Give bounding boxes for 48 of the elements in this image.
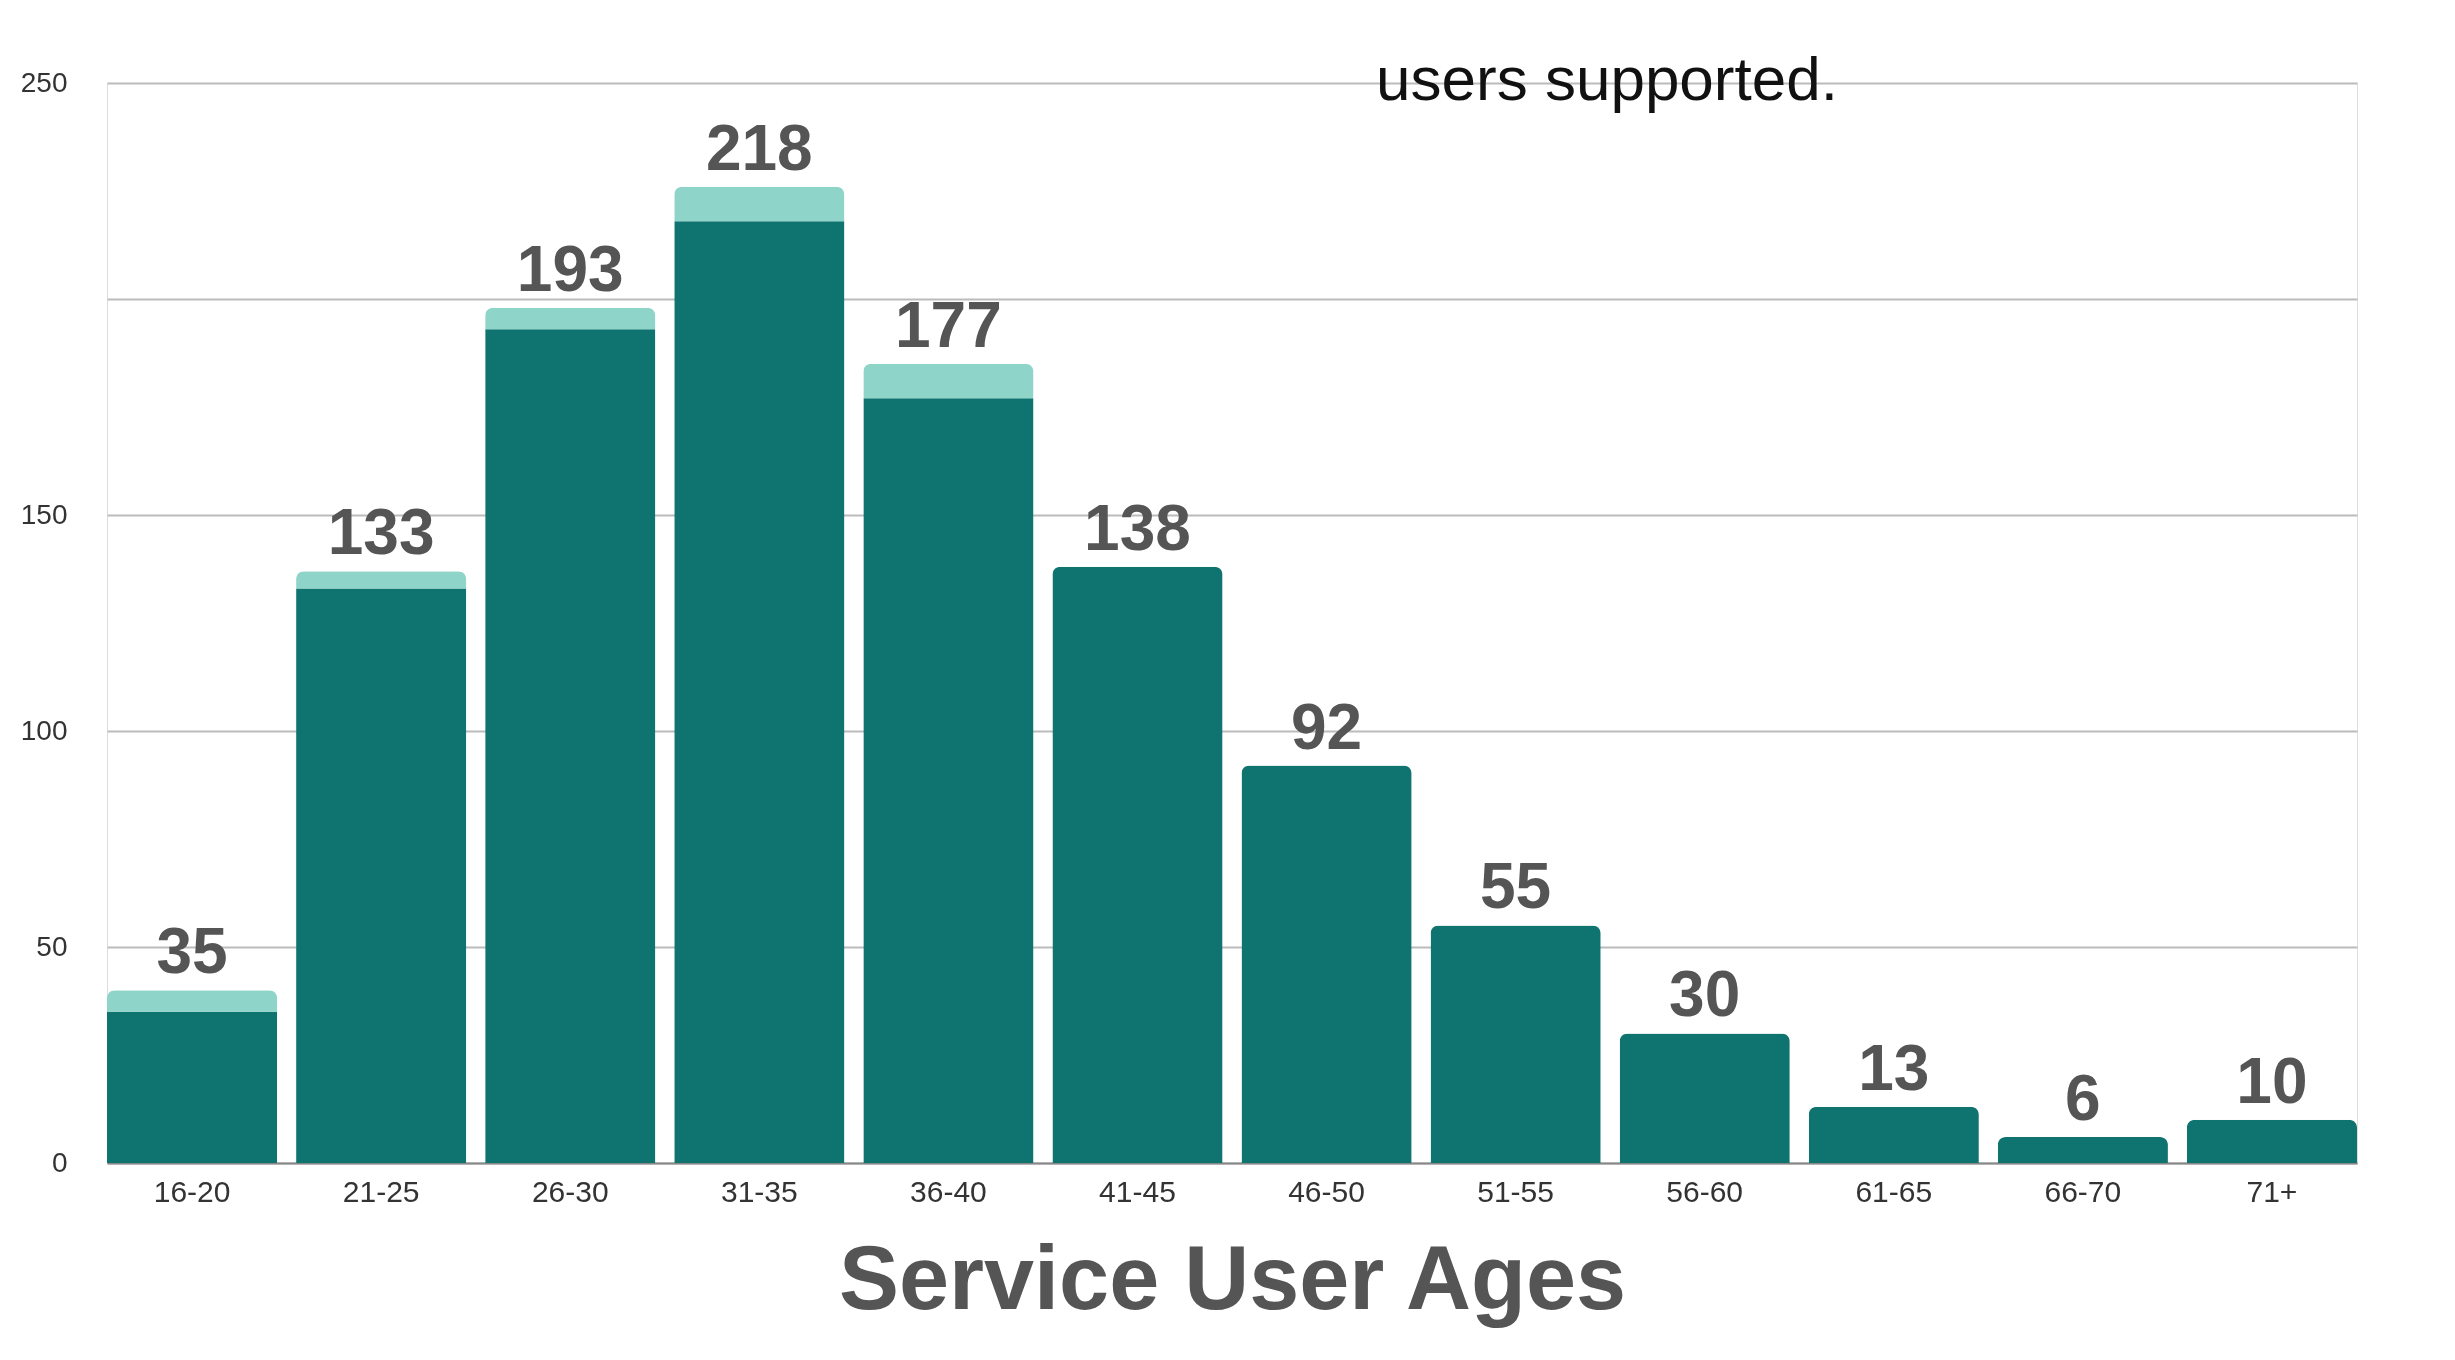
x-tick-label: 46-50: [1288, 1174, 1365, 1208]
data-label: 92: [1290, 690, 1363, 763]
bar: [107, 990, 278, 1012]
data-label: 35: [156, 915, 228, 988]
y-tick-label: 50: [36, 930, 68, 962]
x-tick-label: 66-70: [2044, 1174, 2122, 1208]
data-label: 6: [2065, 1062, 2101, 1135]
data-label: 133: [327, 496, 435, 569]
bar: [1430, 925, 1601, 1163]
bar: [674, 221, 845, 1163]
y-tick-label: 250: [20, 66, 68, 98]
bar: [1241, 765, 1412, 1163]
x-tick-label: 26-30: [531, 1174, 609, 1208]
data-label: 138: [1084, 491, 1191, 564]
data-label: 193: [516, 232, 624, 305]
bar: [296, 588, 467, 1163]
x-tick-label: 51-55: [1477, 1174, 1554, 1208]
bar: [863, 363, 1034, 399]
x-tick-label: 61-65: [1855, 1174, 1933, 1208]
x-tick-label: 71+: [2246, 1174, 2298, 1208]
data-label: 55: [1480, 850, 1552, 923]
bar: [107, 1011, 278, 1163]
bar: [674, 186, 845, 222]
x-tick-label: 21-25: [342, 1174, 420, 1208]
bar: [1052, 566, 1223, 1163]
data-label: 10: [2236, 1044, 2308, 1117]
data-label: 218: [705, 111, 813, 184]
data-label: 30: [1669, 958, 1741, 1031]
y-tick-label: 150: [20, 498, 68, 530]
data-label: 13: [1858, 1031, 1930, 1104]
x-tick-label: 16-20: [153, 1174, 231, 1208]
y-tick-label: 100: [20, 714, 68, 746]
bar: [1808, 1106, 1979, 1163]
x-tick-label: 41-45: [1099, 1174, 1176, 1208]
bar: [485, 307, 656, 330]
bar: [485, 329, 656, 1163]
x-axis-title: Service User Ages: [838, 1227, 1627, 1328]
x-tick-label: 56-60: [1666, 1174, 1744, 1208]
bar: [1997, 1137, 2168, 1163]
bar: [1619, 1033, 1790, 1163]
x-tick-label: 31-35: [720, 1174, 798, 1208]
annotation: users supported.: [1376, 44, 1838, 113]
y-tick-label: 0: [51, 1146, 68, 1178]
data-label: 177: [895, 288, 1002, 361]
bar: [863, 398, 1034, 1163]
bar: [2186, 1119, 2357, 1163]
bar: [296, 571, 467, 589]
x-tick-label: 36-40: [910, 1174, 987, 1208]
